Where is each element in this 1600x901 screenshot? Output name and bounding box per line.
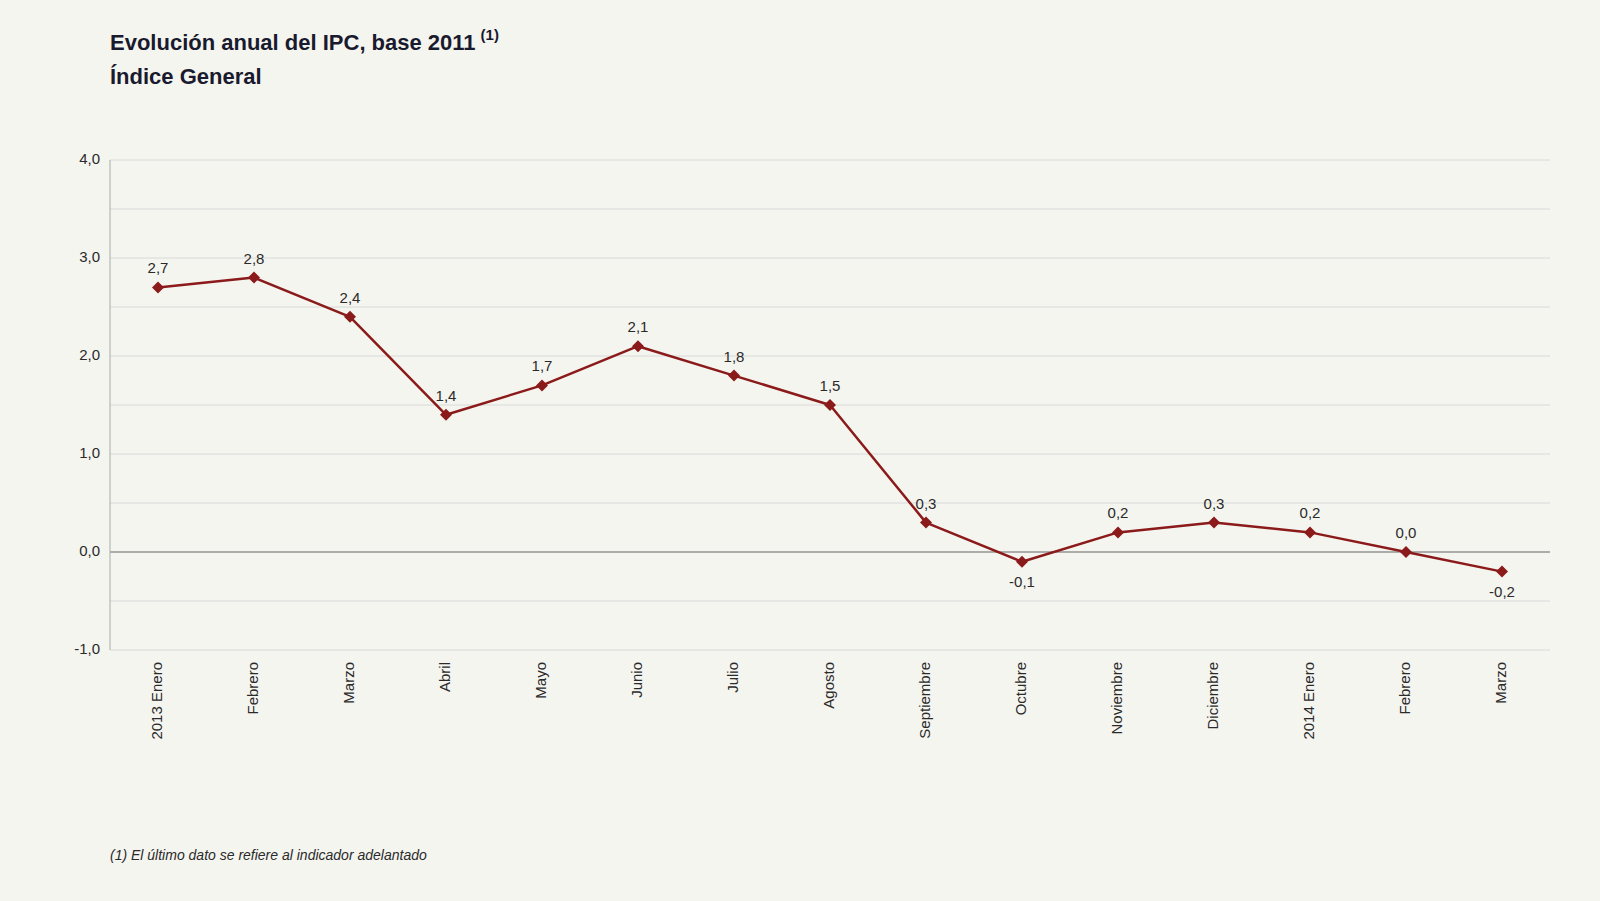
x-tick-label: Julio	[724, 662, 741, 693]
grid-line	[110, 356, 1550, 357]
data-label: 0,3	[916, 495, 937, 512]
x-tick-label: Agosto	[820, 662, 837, 709]
data-group	[152, 272, 1508, 578]
grid-line	[110, 601, 1550, 602]
marker	[1400, 546, 1412, 558]
marker	[920, 517, 932, 529]
data-label: 1,8	[724, 348, 745, 365]
y-tick-label: 0,0	[79, 542, 100, 559]
x-tick-label: Mayo	[532, 662, 549, 699]
marker	[1208, 517, 1220, 529]
data-label: 1,7	[532, 357, 553, 374]
marker	[536, 379, 548, 391]
background	[0, 0, 1600, 901]
data-label: 2,7	[148, 259, 169, 276]
marker	[632, 340, 644, 352]
grid-line	[110, 209, 1550, 210]
x-tick-label: Septiembre	[916, 662, 933, 739]
y-tick-label: 1,0	[79, 444, 100, 461]
marker	[824, 399, 836, 411]
y-axis-line	[110, 160, 111, 650]
zero-line	[110, 551, 1550, 553]
grid-line	[110, 258, 1550, 259]
grid-line	[110, 650, 1550, 651]
y-tick-label: -1,0	[74, 640, 100, 657]
title-note: (1)	[481, 26, 499, 43]
data-label: 0,2	[1108, 504, 1129, 521]
y-tick-label: 3,0	[79, 248, 100, 265]
y-tick-label: 2,0	[79, 346, 100, 363]
line	[158, 278, 1502, 572]
data-label: -0,2	[1489, 583, 1515, 600]
grid-line	[110, 160, 1550, 161]
x-tick-label: Abril	[436, 662, 453, 692]
marker	[1304, 526, 1316, 538]
marker	[1016, 556, 1028, 568]
grid-line	[110, 552, 1550, 553]
data-label: 0,3	[1204, 495, 1225, 512]
data-label: 2,4	[340, 289, 361, 306]
x-tick-label: Junio	[628, 662, 645, 698]
chart: Evolución anual del IPC, base 2011 (1) Índ…	[0, 0, 1600, 901]
data-label: 1,4	[436, 387, 457, 404]
data-label: 2,8	[244, 250, 265, 267]
marker	[1112, 526, 1124, 538]
grid-line	[110, 503, 1550, 504]
data-label: 0,0	[1396, 524, 1417, 541]
subtitle: Índice General	[110, 64, 262, 89]
x-tick-label: Febrero	[244, 662, 261, 715]
marker	[248, 272, 260, 284]
title: Evolución anual del IPC, base 2011	[110, 30, 476, 55]
x-tick-label: 2014 Enero	[1300, 662, 1317, 740]
data-label: 0,2	[1300, 504, 1321, 521]
x-tick-label: Noviembre	[1108, 662, 1125, 735]
data-label: -0,1	[1009, 573, 1035, 590]
x-tick-label: Marzo	[340, 662, 357, 704]
x-tick-label: 2013 Enero	[148, 662, 165, 740]
data-label: 1,5	[820, 377, 841, 394]
grid-line	[110, 454, 1550, 455]
x-tick-label: Octubre	[1012, 662, 1029, 715]
marker	[344, 311, 356, 323]
footnote: (1) El último dato se refiere al indicad…	[110, 847, 427, 863]
marker	[1496, 566, 1508, 578]
marker	[728, 370, 740, 382]
x-tick-label: Marzo	[1492, 662, 1509, 704]
grid	[110, 160, 1550, 650]
marker	[440, 409, 452, 421]
x-tick-label: Diciembre	[1204, 662, 1221, 730]
marker	[152, 281, 164, 293]
y-tick-label: 4,0	[79, 150, 100, 167]
x-tick-label: Febrero	[1396, 662, 1413, 715]
data-label: 2,1	[628, 318, 649, 335]
